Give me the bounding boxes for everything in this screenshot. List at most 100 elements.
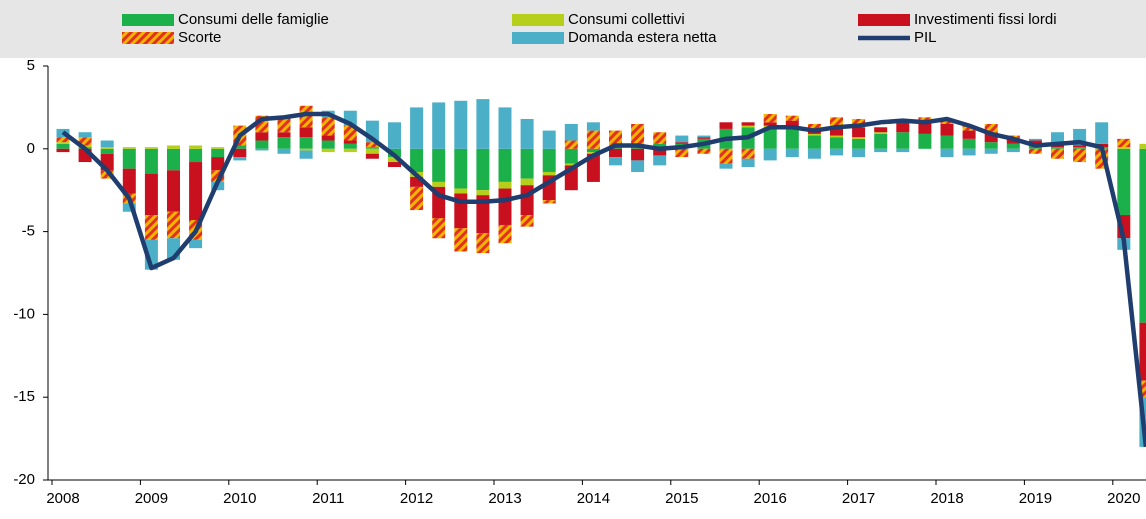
bar — [277, 132, 291, 138]
bar — [122, 168, 136, 194]
y-tick-label: -5 — [22, 223, 35, 240]
bar — [299, 148, 313, 151]
bar — [498, 148, 512, 182]
bar — [100, 140, 114, 148]
bar — [763, 122, 777, 126]
bar — [653, 132, 667, 144]
bar — [233, 157, 247, 161]
bar — [1139, 380, 1146, 398]
bar — [78, 137, 92, 146]
bar — [299, 105, 313, 128]
bar — [498, 188, 512, 225]
legend-swatch — [122, 32, 174, 44]
bar — [741, 158, 755, 168]
bar — [564, 163, 578, 166]
bar — [233, 148, 247, 158]
bar — [1117, 147, 1131, 149]
bar — [763, 114, 777, 123]
bar — [852, 118, 866, 128]
bar — [365, 148, 379, 154]
bar — [852, 127, 866, 138]
bar — [498, 181, 512, 189]
legend-label: Consumi delle famiglie — [178, 11, 329, 28]
bar — [542, 148, 556, 172]
bar — [830, 137, 843, 149]
bar — [1139, 143, 1146, 149]
bar — [940, 118, 954, 124]
bar — [321, 135, 335, 141]
bar — [586, 130, 600, 149]
bar — [56, 148, 70, 153]
legend-background — [0, 0, 1146, 58]
bar — [321, 148, 335, 153]
bar — [144, 215, 158, 240]
bar — [1073, 148, 1087, 163]
bar — [1028, 138, 1042, 141]
bar — [609, 130, 622, 148]
bar — [144, 147, 158, 149]
bar — [189, 239, 203, 249]
bar — [1006, 148, 1020, 153]
bar — [476, 233, 490, 254]
bar — [807, 135, 821, 149]
bar — [476, 190, 490, 196]
bar — [167, 148, 180, 171]
bar — [299, 127, 313, 138]
bar — [586, 153, 600, 182]
bar — [741, 125, 755, 128]
bar — [189, 162, 203, 221]
x-tick-label: 2008 — [46, 490, 79, 507]
bar — [520, 178, 534, 186]
bar — [896, 148, 910, 153]
bar — [830, 135, 843, 138]
bar — [277, 148, 291, 154]
bar — [1051, 145, 1064, 148]
bar — [167, 170, 180, 212]
y-tick-label: -10 — [13, 305, 35, 322]
bar — [653, 155, 667, 166]
bar — [564, 140, 578, 149]
bar — [1073, 145, 1087, 148]
x-tick-label: 2018 — [930, 490, 963, 507]
x-tick-label: 2020 — [1107, 490, 1140, 507]
bar — [609, 147, 622, 149]
bar — [918, 133, 932, 149]
x-tick-label: 2011 — [312, 490, 344, 507]
bar — [189, 145, 203, 149]
bar — [454, 188, 468, 194]
bar — [940, 148, 954, 158]
bar — [388, 122, 401, 149]
bar — [542, 200, 556, 204]
bar — [56, 142, 70, 144]
bar — [410, 107, 424, 149]
bar — [211, 148, 225, 158]
bar — [763, 148, 777, 161]
bar — [410, 176, 424, 187]
bar — [211, 157, 225, 171]
bar — [852, 148, 866, 158]
bar — [874, 127, 888, 133]
bar — [785, 120, 799, 128]
bar — [122, 147, 136, 149]
bar — [918, 117, 932, 123]
bar — [255, 148, 269, 151]
bar — [1139, 322, 1146, 381]
bar — [476, 99, 490, 149]
bar — [542, 130, 556, 149]
bar — [299, 150, 313, 159]
bar — [343, 140, 357, 144]
bar — [388, 162, 401, 168]
bar — [432, 181, 446, 187]
x-tick-label: 2016 — [754, 490, 787, 507]
bar — [675, 148, 689, 158]
x-tick-label: 2014 — [577, 490, 610, 507]
y-tick-label: -20 — [13, 471, 35, 488]
bar — [719, 163, 733, 169]
bar — [1051, 147, 1064, 149]
bar — [365, 153, 379, 159]
bar — [520, 215, 534, 227]
bar — [100, 147, 114, 149]
bar — [1051, 148, 1064, 159]
legend-swatch — [122, 14, 174, 26]
